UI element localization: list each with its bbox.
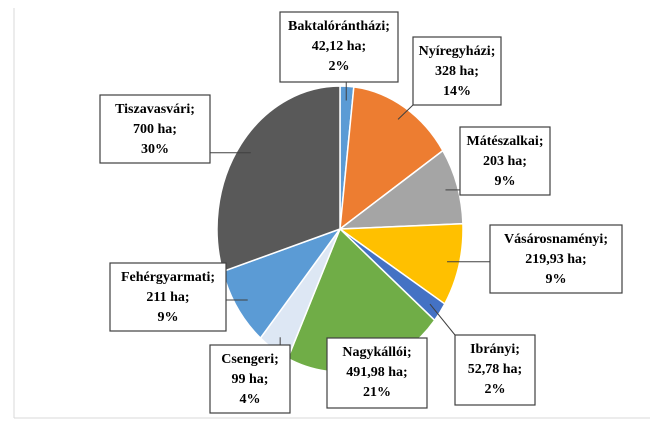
label-box: [279, 11, 399, 83]
category-label: Fehérgyarmati;: [121, 270, 215, 285]
value-label: 219,93 ha;: [525, 252, 586, 267]
percent-label: 4%: [240, 392, 261, 407]
label-box: [489, 224, 623, 294]
percent-label: 9%: [546, 272, 567, 287]
label-box: [209, 344, 291, 414]
percent-label: 21%: [363, 385, 391, 400]
value-label: 700 ha;: [133, 122, 177, 137]
category-label: Mátészalkai;: [467, 134, 544, 149]
percent-label: 9%: [158, 310, 179, 325]
pie-slice: [337, 222, 464, 306]
category-label: Vásárosnaményi;: [504, 232, 608, 247]
category-label: Csengeri;: [221, 352, 279, 367]
value-label: 211 ha;: [146, 290, 189, 305]
label-box: [326, 337, 428, 409]
leader-line: [429, 303, 456, 336]
label-box: [459, 126, 551, 196]
value-label: 203 ha;: [483, 154, 527, 169]
category-label: Baktalórántházi;: [288, 19, 390, 34]
percent-label: 30%: [141, 142, 169, 157]
category-label: Nagykállói;: [342, 345, 411, 360]
percent-label: 2%: [485, 382, 506, 397]
percent-label: 2%: [329, 59, 350, 74]
percent-label: 14%: [443, 84, 471, 99]
value-label: 99 ha;: [232, 372, 269, 387]
label-box: [412, 36, 502, 106]
pie-slice: [339, 86, 444, 231]
label-box: [99, 94, 211, 164]
percent-label: 9%: [495, 174, 516, 189]
category-label: Tiszavasvári;: [115, 102, 195, 117]
value-label: 328 ha;: [435, 64, 479, 79]
value-label: 52,78 ha;: [468, 362, 522, 377]
pie-slice: [216, 85, 341, 273]
category-label: Ibrányi;: [470, 342, 520, 357]
label-box: [109, 262, 227, 332]
label-box: [454, 334, 536, 406]
leader-line: [397, 104, 414, 120]
category-label: Nyíregyházi;: [419, 44, 496, 59]
value-label: 491,98 ha;: [346, 365, 407, 380]
value-label: 42,12 ha;: [312, 39, 366, 54]
